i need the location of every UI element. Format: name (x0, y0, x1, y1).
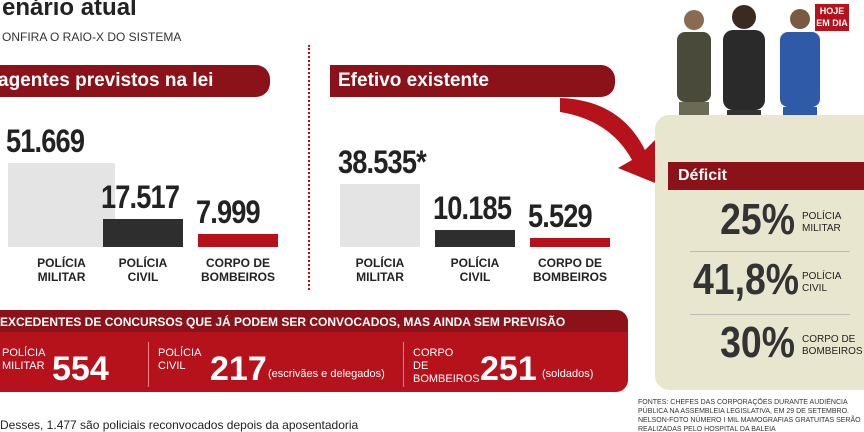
category-label: POLÍCIA MILITAR (355, 256, 405, 284)
value-label: 17.517 (101, 178, 180, 215)
deficit-value: 30% (720, 318, 795, 367)
deficit-name: POLÍCIA MILITAR (802, 211, 841, 234)
deficit-panel (655, 115, 864, 390)
chart-title: Efetivo existente (330, 65, 615, 97)
deficit-value: 41,8% (693, 255, 800, 304)
bar (530, 238, 610, 247)
separator (403, 342, 404, 387)
subtitle: ONFIRA O RAIO-X DO SISTEMA (2, 30, 182, 44)
bar (340, 184, 420, 247)
value-label: 51.669 (6, 122, 85, 159)
category-label: POLÍCIA CIVIL (450, 256, 500, 284)
title: enário atual (2, 0, 137, 21)
value-label: 38.535* (338, 144, 427, 181)
excedente-name: POLÍCIA MILITAR (2, 347, 45, 372)
excedente-note: (soldados) (542, 368, 594, 380)
deficit-value: 25% (720, 195, 795, 244)
excedente-value: 251 (480, 350, 537, 388)
arrow (560, 98, 660, 185)
separator (690, 251, 850, 252)
excedente-name: CORPO DE BOMBEIROS (413, 347, 480, 385)
excedente-value: 217 (210, 350, 267, 388)
excedente-value: 554 (52, 350, 109, 388)
bar (8, 162, 115, 247)
bar (435, 230, 515, 247)
value-label: 5.529 (528, 198, 593, 234)
category-label: POLÍCIA MILITAR (37, 256, 86, 284)
deficit-name: CORPO DE BOMBEIROS (802, 334, 863, 357)
deficit-name: POLÍCIA CIVIL (802, 271, 841, 294)
excedente-name: POLÍCIA CIVIL (158, 347, 201, 372)
separator (690, 314, 850, 315)
value-label: 10.185 (433, 190, 512, 227)
bar (103, 218, 183, 247)
category-label: CORPO DE BOMBEIROS (200, 256, 275, 284)
category-label: POLÍCIA CIVIL (118, 256, 168, 284)
divider (308, 45, 310, 290)
footnote: Desses, 1.477 são policiais reconvocados… (0, 418, 359, 432)
bar (198, 233, 278, 247)
chart-title: agentes previstos na lei orgânica (0, 65, 270, 123)
excedentes-strip (0, 310, 628, 332)
sources: FONTES: CHEFES DAS CORPORAÇÕES DURANTE A… (638, 399, 861, 432)
excedentes-title: EXCEDENTES DE CONCURSOS QUE JÁ PODEM SER… (0, 315, 566, 329)
separator (148, 342, 149, 387)
deficit-title: Déficit (668, 162, 864, 190)
logo: HOJE EM DIA (815, 4, 849, 31)
excedente-note: (escrivães e delegados) (268, 368, 385, 380)
category-label: CORPO DE BOMBEIROS (532, 256, 607, 284)
value-label: 7.999 (196, 193, 261, 230)
